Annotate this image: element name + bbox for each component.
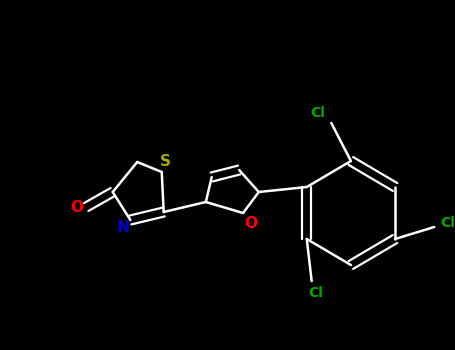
Text: O: O bbox=[70, 199, 83, 215]
Text: Cl: Cl bbox=[310, 106, 325, 120]
Text: Cl: Cl bbox=[308, 286, 323, 300]
Text: O: O bbox=[244, 216, 258, 231]
Text: N: N bbox=[116, 220, 129, 236]
Text: Cl: Cl bbox=[440, 216, 455, 230]
Text: S: S bbox=[160, 154, 171, 169]
